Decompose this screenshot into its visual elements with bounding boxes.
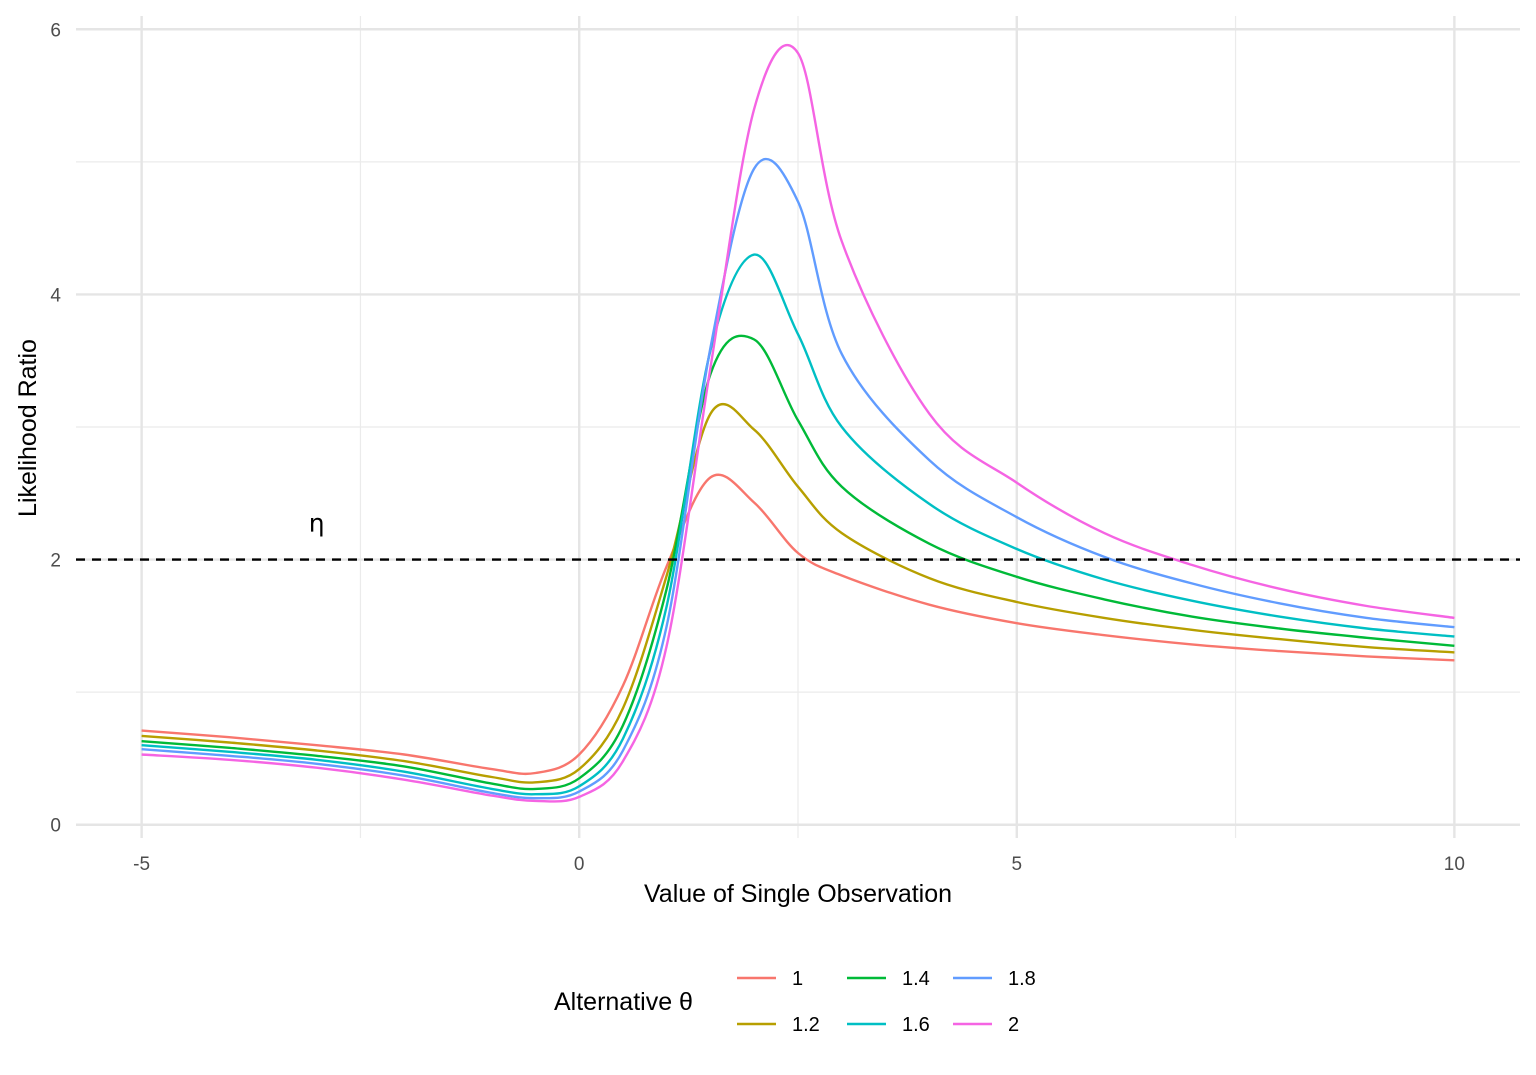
- grid-minor: [76, 16, 1520, 838]
- y-tick-label: 6: [50, 20, 61, 41]
- y-axis-title: Likelihood Ratio: [14, 339, 42, 517]
- legend-items: 1 1.2 1.4 1.6 1.8 2: [737, 968, 1036, 1036]
- series-line-2: [141, 44, 1455, 803]
- legend: Alternative θ 1 1.2 1.4 1.6 1.8 2: [554, 968, 1036, 1036]
- legend-label: 1.2: [792, 1014, 820, 1036]
- legend-label: 2: [1008, 1014, 1019, 1036]
- series-lines: [141, 44, 1455, 803]
- legend-label: 1: [792, 968, 803, 990]
- legend-label: 1.6: [902, 1014, 930, 1036]
- legend-title: Alternative θ: [554, 988, 693, 1016]
- y-tick-label: 4: [50, 285, 61, 306]
- series-line-1-8: [141, 157, 1455, 800]
- x-tick-labels: -5 0 5 10: [133, 854, 1465, 875]
- y-tick-label: 0: [50, 816, 61, 837]
- x-axis-title: Value of Single Observation: [644, 880, 952, 908]
- legend-label: 1.8: [1008, 968, 1036, 990]
- eta-annotation: η: [309, 508, 325, 537]
- x-tick-label: 0: [574, 854, 585, 875]
- y-tick-label: 2: [50, 551, 61, 572]
- series-line-1-2: [141, 403, 1455, 784]
- x-tick-label: 10: [1444, 854, 1465, 875]
- x-tick-label: 5: [1011, 854, 1022, 875]
- series-line-1: [141, 473, 1455, 776]
- series-line-1-4: [141, 334, 1455, 791]
- x-tick-label: -5: [133, 854, 150, 875]
- series-line-1-6: [141, 253, 1455, 796]
- y-tick-labels: 0 2 4 6: [50, 20, 61, 836]
- legend-label: 1.4: [902, 968, 930, 990]
